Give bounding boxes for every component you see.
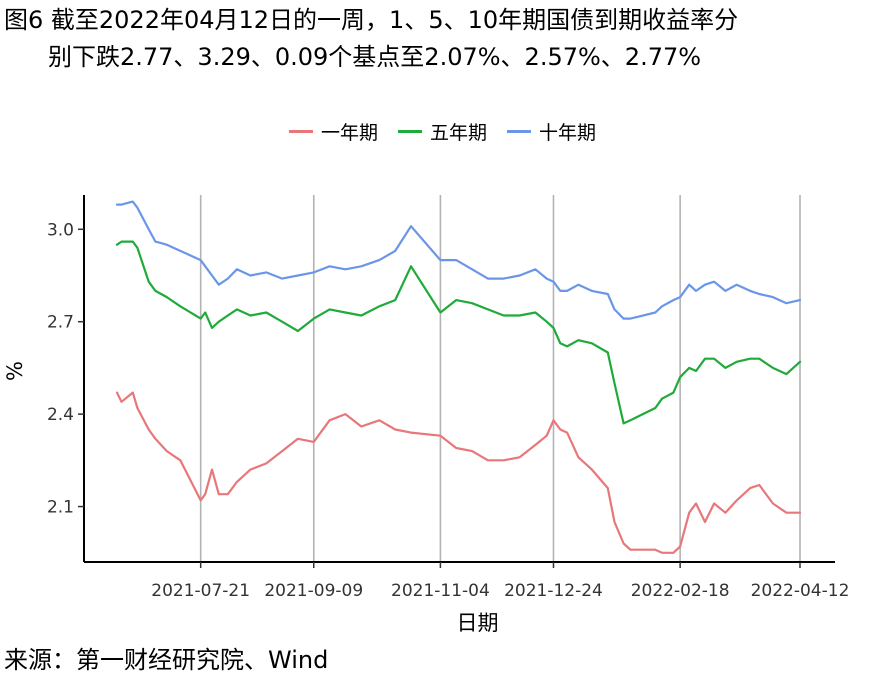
- series-line-1: [115, 240, 802, 425]
- legend-label-0: 一年期: [320, 122, 378, 144]
- x-tick-label-0: 2021-07-21: [151, 581, 250, 601]
- chart-legend: 一年期 五年期 十年期: [0, 116, 885, 145]
- x-tick-label-2: 2021-11-04: [391, 581, 490, 601]
- chart-title-line-1: 图6 截至2022年04月12日的一周，1、5、10年期国债到期收益率分: [4, 6, 739, 34]
- legend-swatch-0: [288, 130, 313, 133]
- legend-label-2: 十年期: [539, 122, 597, 144]
- y-tick-label-1: 2.4: [47, 405, 74, 425]
- x-tick-label-5: 2022-04-12: [751, 581, 850, 601]
- legend-swatch-1: [397, 130, 422, 133]
- y-axis-title: %: [3, 361, 27, 381]
- x-tick-label-3: 2021-12-24: [504, 581, 603, 601]
- y-tick-label-2: 2.7: [47, 313, 74, 333]
- legend-swatch-2: [507, 130, 531, 133]
- x-tick-label-1: 2021-09-09: [264, 581, 363, 601]
- line-chart: 2.1 2.4 2.7 3.0 2021-07-21 2021-09-09 2021-11-…: [3, 195, 850, 635]
- legend-item-0: 一年期: [288, 118, 378, 145]
- legend-item-2: 十年期: [507, 118, 596, 145]
- chart-title: 图6 截至2022年04月12日的一周，1、5、10年期国债到期收益率分 别下跌…: [0, 2, 885, 76]
- y-tick-label-0: 2.1: [47, 498, 74, 518]
- y-tick-label-3: 3.0: [47, 220, 74, 240]
- x-tick-label-4: 2022-02-18: [631, 581, 730, 601]
- chart-title-line-2: 别下跌2.77、3.29、0.09个基点至2.07%、2.57%、2.77%: [48, 43, 702, 71]
- legend-item-1: 五年期: [397, 118, 487, 145]
- series-line-2: [115, 200, 802, 320]
- legend-label-1: 五年期: [429, 122, 487, 144]
- source-note: 来源：第一财经研究院、Wind: [4, 646, 329, 674]
- series-line-0: [115, 391, 802, 554]
- x-axis-title: 日期: [457, 611, 499, 635]
